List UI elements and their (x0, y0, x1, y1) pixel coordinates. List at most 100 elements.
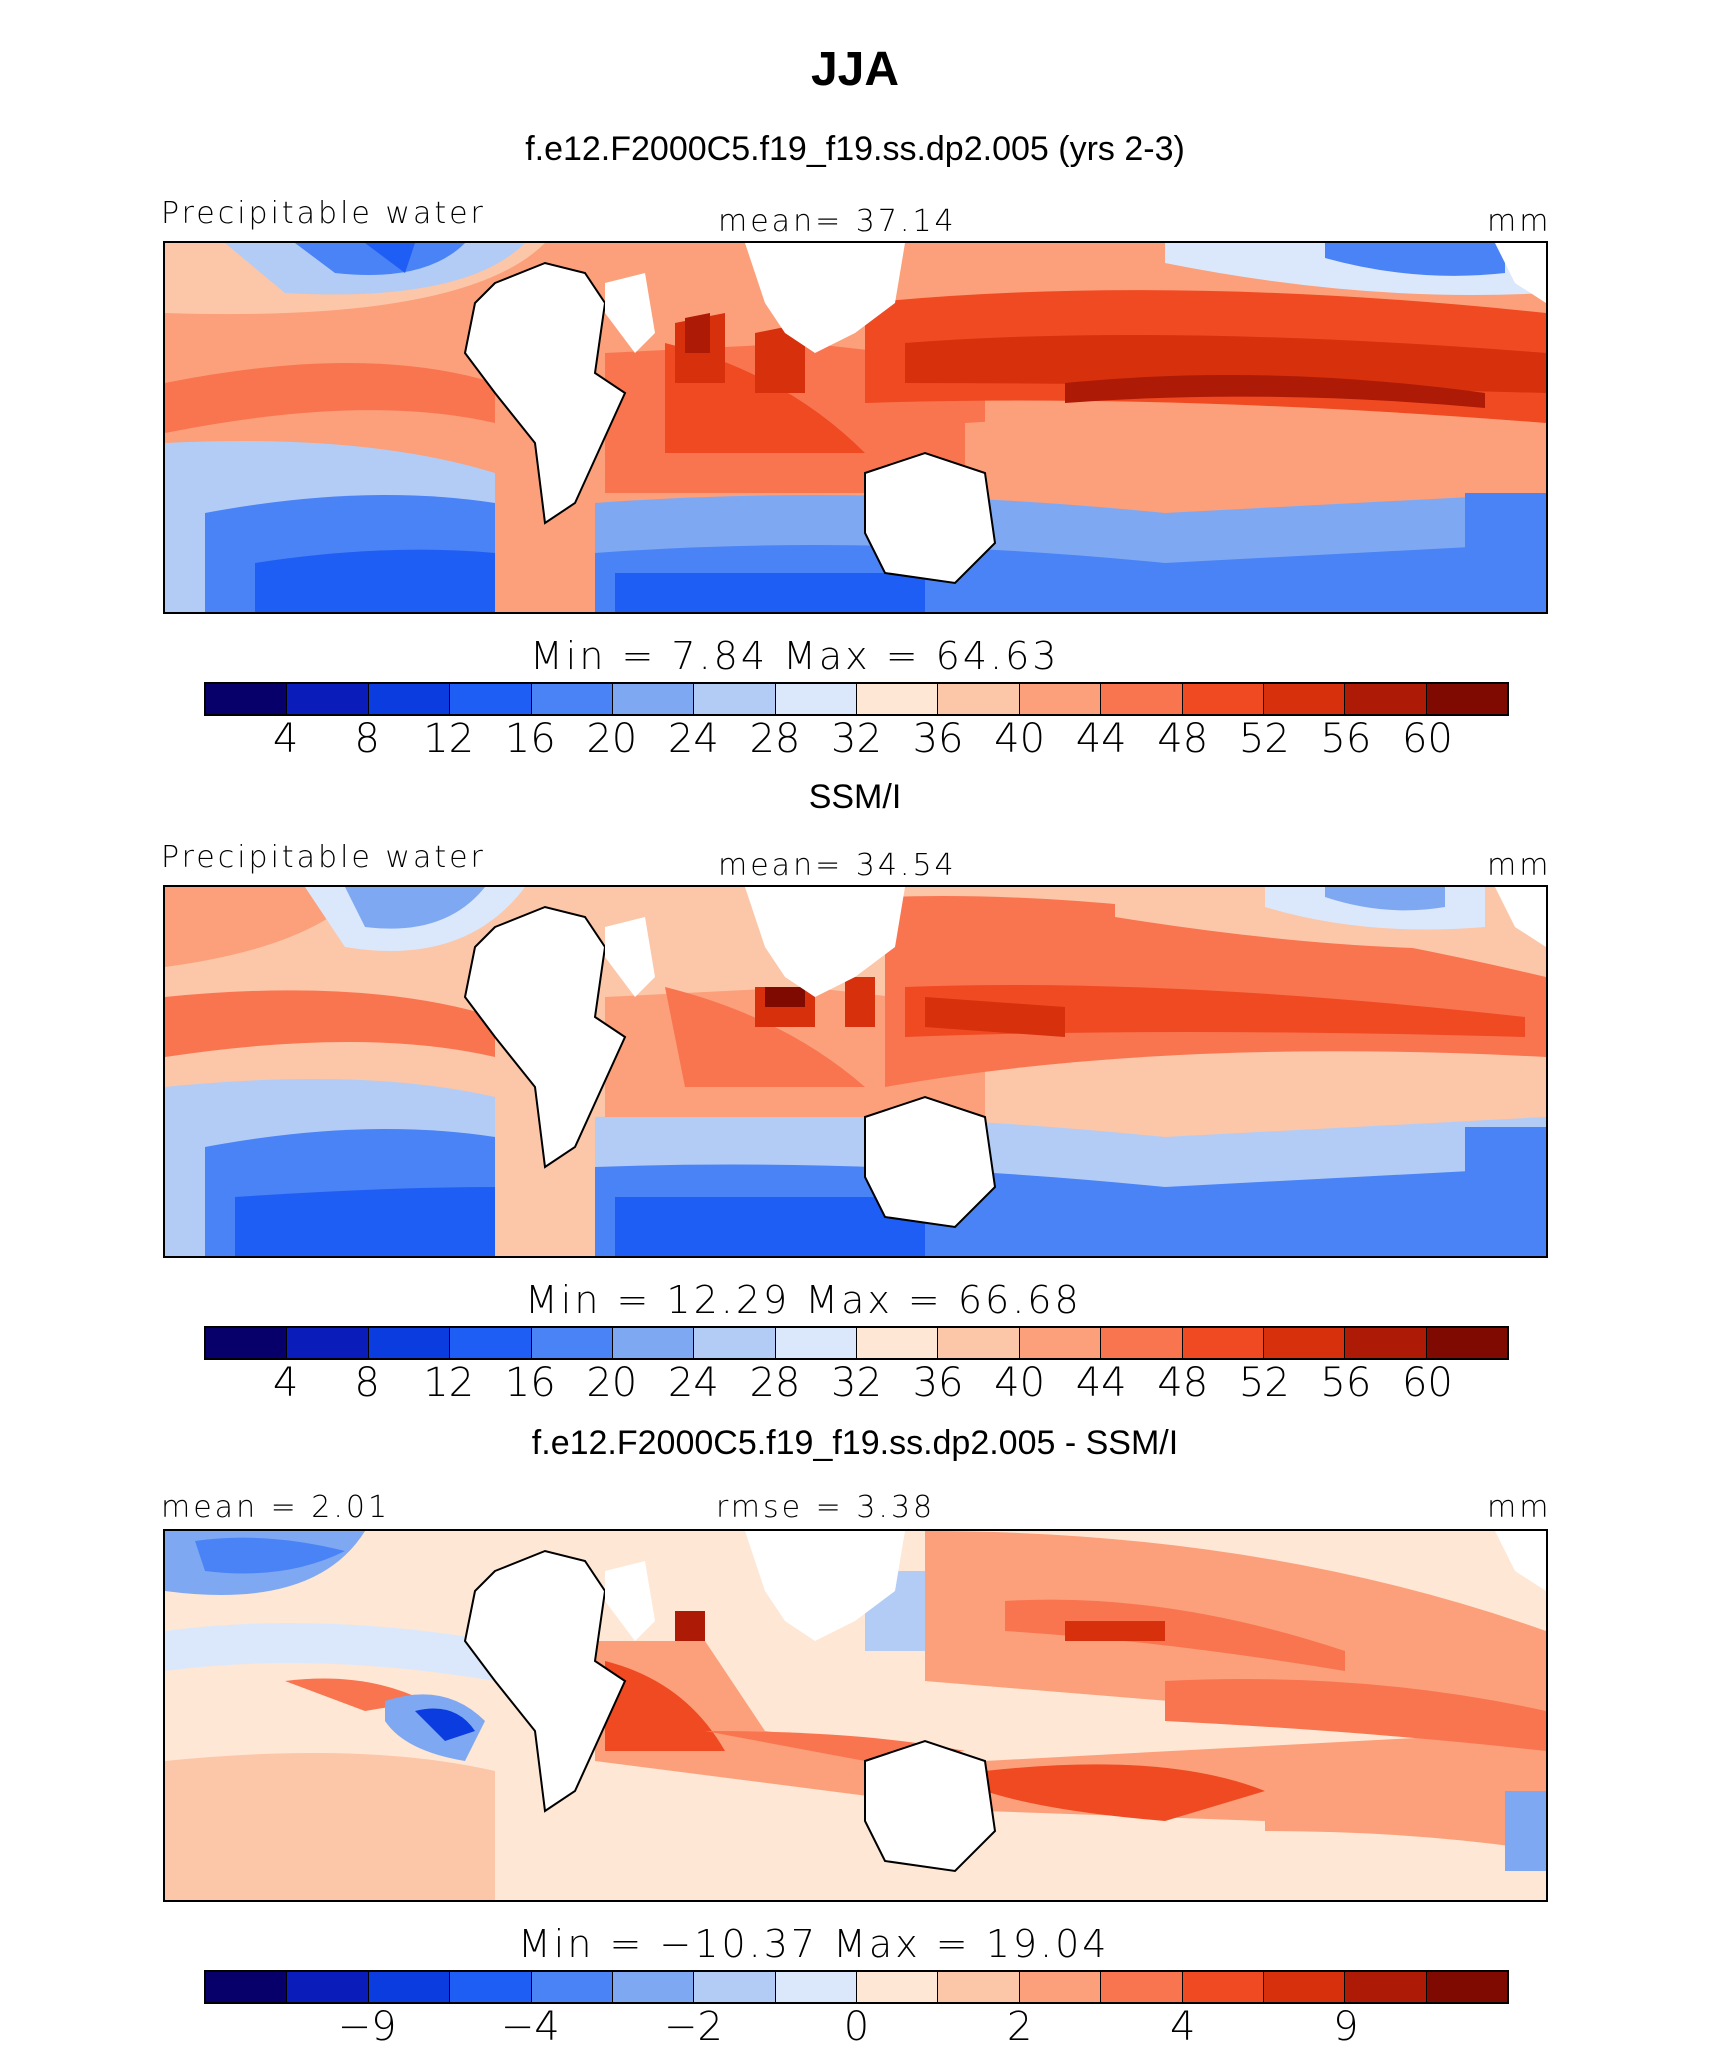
colorbar-tick-label: 8 (354, 716, 380, 762)
colorbar-swatch (450, 1328, 532, 1358)
colorbar-tick-label: 24 (667, 1360, 719, 1406)
panel-2-left-label: Precipitable water (161, 840, 486, 875)
colorbar-tick-label: 9 (1333, 2004, 1359, 2050)
colorbar-tick-label: 36 (912, 716, 964, 762)
colorbar-swatch (1345, 1972, 1427, 2002)
colorbar-tick-label: 12 (423, 1360, 475, 1406)
panel-2-stats: Min = 12.29 Max = 66.68 (525, 1278, 1082, 1322)
colorbar-swatch (1101, 684, 1183, 714)
panel-2-colorbar (204, 1326, 1509, 1360)
colorbar-swatch (938, 1328, 1020, 1358)
colorbar-tick-label: 60 (1401, 716, 1453, 762)
colorbar-swatch (775, 1328, 857, 1358)
colorbar-tick-label: 36 (912, 1360, 964, 1406)
colorbar-swatch (775, 684, 857, 714)
panel-1-right-label: mm (1487, 204, 1552, 239)
colorbar-swatch (1101, 1328, 1183, 1358)
colorbar-tick-label: 20 (586, 1360, 638, 1406)
colorbar-swatch (287, 1328, 369, 1358)
colorbar-tick-label: 56 (1320, 716, 1372, 762)
colorbar-tick-label: 48 (1157, 716, 1209, 762)
colorbar-tick-label: 52 (1238, 1360, 1290, 1406)
colorbar-swatch (1426, 684, 1507, 714)
colorbar-swatch (531, 684, 613, 714)
colorbar-tick-label: 32 (831, 716, 882, 762)
colorbar-tick-label: 16 (504, 1360, 556, 1406)
panel-3-left-label: mean = 2.01 (161, 1490, 391, 1525)
panel-1-left-label: Precipitable water (161, 196, 486, 231)
colorbar-tick-label: 24 (667, 716, 719, 762)
colorbar-swatch (938, 684, 1020, 714)
panel-3-map (163, 1529, 1548, 1902)
colorbar-swatch (775, 1972, 857, 2002)
colorbar-tick-label: −9 (337, 2004, 397, 2050)
colorbar-swatch (368, 1328, 451, 1358)
colorbar-swatch (206, 1328, 288, 1358)
colorbar-swatch (1263, 1972, 1346, 2002)
colorbar-swatch (450, 1972, 532, 2002)
colorbar-tick-label: 20 (586, 716, 638, 762)
colorbar-swatch (1345, 684, 1427, 714)
colorbar-swatch (857, 1972, 939, 2002)
colorbar-swatch (1182, 1972, 1264, 2002)
colorbar-tick-label: 4 (272, 716, 299, 762)
colorbar-tick-label: 52 (1238, 716, 1290, 762)
colorbar-swatch (857, 684, 939, 714)
panel-2-map (163, 885, 1548, 1258)
colorbar-tick-label: −2 (663, 2004, 723, 2050)
colorbar-tick-label: 28 (749, 1360, 801, 1406)
panel-3-subtitle: f.e12.F2000C5.f19_f19.ss.dp2.005 - SSM/I (531, 1424, 1179, 1462)
colorbar-swatch (1345, 1328, 1427, 1358)
colorbar-swatch (938, 1972, 1020, 2002)
colorbar-tick-label: 60 (1401, 1360, 1453, 1406)
colorbar-swatch (612, 684, 695, 714)
colorbar-swatch (450, 684, 532, 714)
panel-1-center-label: mean= 37.14 (718, 204, 957, 239)
figure-title: JJA (810, 43, 900, 96)
colorbar-swatch (206, 684, 288, 714)
panel-2-center-label: mean= 34.54 (718, 848, 957, 883)
colorbar-swatch (531, 1328, 613, 1358)
colorbar-swatch (1426, 1972, 1507, 2002)
colorbar-tick-label: 28 (749, 716, 801, 762)
colorbar-swatch (694, 684, 776, 714)
colorbar-swatch (1182, 1328, 1264, 1358)
colorbar-swatch (531, 1972, 613, 2002)
colorbar-tick-label: 44 (1075, 716, 1127, 762)
colorbar-swatch (1101, 1972, 1183, 2002)
colorbar-swatch (1426, 1328, 1507, 1358)
colorbar-swatch (368, 684, 451, 714)
panel-3-colorbar (204, 1970, 1509, 2004)
colorbar-swatch (287, 684, 369, 714)
colorbar-swatch (612, 1328, 695, 1358)
panel-3-center-label: rmse = 3.38 (716, 1490, 936, 1525)
colorbar-tick-label: 16 (504, 716, 556, 762)
panel-1-colorbar-ticks: 4 8 12 16 20 24 28 32 36 40 44 48 52 56 60 (204, 716, 1509, 764)
panel-1-subtitle: f.e12.F2000C5.f19_f19.ss.dp2.005 (yrs 2-… (525, 130, 1185, 168)
colorbar-tick-label: 32 (831, 1360, 882, 1406)
colorbar-swatch (368, 1972, 451, 2002)
colorbar-tick-label: 4 (272, 1360, 299, 1406)
colorbar-tick-label: 12 (423, 716, 475, 762)
panel-2-colorbar-ticks: 4 8 12 16 20 24 28 32 36 40 44 48 52 56 60 (204, 1360, 1509, 1408)
colorbar-swatch (287, 1972, 369, 2002)
colorbar-tick-label: 0 (843, 2004, 870, 2050)
panel-1-stats: Min = 7.84 Max = 64.63 (530, 634, 1060, 678)
colorbar-swatch (1019, 1972, 1102, 2002)
colorbar-tick-label: 48 (1157, 1360, 1209, 1406)
colorbar-swatch (1019, 1328, 1102, 1358)
colorbar-tick-label: −4 (500, 2004, 560, 2050)
colorbar-swatch (612, 1972, 695, 2002)
colorbar-swatch (694, 1328, 776, 1358)
panel-1-map (163, 241, 1548, 614)
colorbar-swatch (857, 1328, 939, 1358)
colorbar-tick-label: 2 (1006, 2004, 1033, 2050)
colorbar-swatch (1263, 684, 1346, 714)
panel-3-right-label: mm (1487, 1490, 1552, 1525)
colorbar-swatch (206, 1972, 288, 2002)
colorbar-tick-label: 56 (1320, 1360, 1372, 1406)
colorbar-tick-label: 44 (1075, 1360, 1127, 1406)
panel-2-subtitle: SSM/I (808, 778, 902, 816)
colorbar-tick-label: 40 (994, 1360, 1046, 1406)
colorbar-tick-label: 40 (994, 716, 1046, 762)
